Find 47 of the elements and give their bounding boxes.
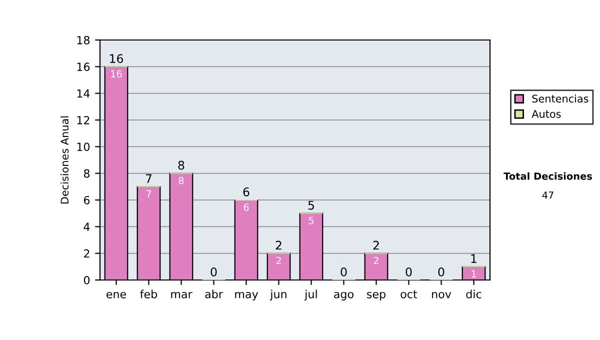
total-label: 0 xyxy=(210,267,217,276)
x-tick-label: nov xyxy=(432,292,452,298)
y-tick-label: 10 xyxy=(77,142,90,152)
y-axis-title: Decisiones Anual xyxy=(60,116,69,204)
total-label: 0 xyxy=(438,267,444,276)
data-label: 2 xyxy=(374,256,378,264)
total-label: 2 xyxy=(373,240,379,250)
x-tick-label: jun xyxy=(270,290,286,300)
total-label: 6 xyxy=(243,187,250,196)
x-tick-label: sep xyxy=(367,292,386,300)
data-label: 7 xyxy=(146,190,152,198)
y-tick-label: 16 xyxy=(77,62,90,72)
x-tick-label: feb xyxy=(140,290,158,298)
legend-label: Sentencias xyxy=(532,94,588,103)
data-label: 8 xyxy=(178,176,184,184)
x-tick-label: oct xyxy=(400,290,418,298)
total-label: 5 xyxy=(308,200,314,210)
total-label: 7 xyxy=(146,174,152,183)
x-tick-label: ago xyxy=(334,292,354,300)
y-tick-label: 12 xyxy=(77,116,90,124)
y-tick-label: 4 xyxy=(84,222,90,231)
data-label: 16 xyxy=(111,70,122,78)
legend-label: Autos xyxy=(532,110,561,118)
y-tick-label: 14 xyxy=(77,89,90,98)
data-label: 2 xyxy=(276,256,281,264)
x-tick-label: abr xyxy=(205,290,223,298)
total-label: 2 xyxy=(276,240,282,250)
total-label: 1 xyxy=(471,254,476,263)
total-label: 8 xyxy=(178,160,184,170)
y-tick-label: 0 xyxy=(84,276,90,284)
x-tick-label: dic xyxy=(466,290,482,298)
total-label: 16 xyxy=(110,54,124,64)
y-tick-label: 8 xyxy=(84,169,90,178)
text: 47 xyxy=(542,192,554,199)
x-tick-label: mar xyxy=(171,292,192,298)
y-tick-label: 6 xyxy=(84,196,90,204)
total-label: 0 xyxy=(406,267,412,276)
x-tick-label: ene xyxy=(106,292,126,298)
data-label: 1 xyxy=(472,270,476,278)
data-label: 5 xyxy=(308,216,314,224)
text: Total Decisiones xyxy=(504,172,592,180)
data-label: 6 xyxy=(244,204,249,211)
x-tick-label: may xyxy=(235,292,258,300)
x-tick-label: jul xyxy=(304,290,317,300)
total-label: 0 xyxy=(340,267,347,276)
y-tick-label: 18 xyxy=(77,36,90,44)
y-tick-label: 2 xyxy=(84,249,90,258)
